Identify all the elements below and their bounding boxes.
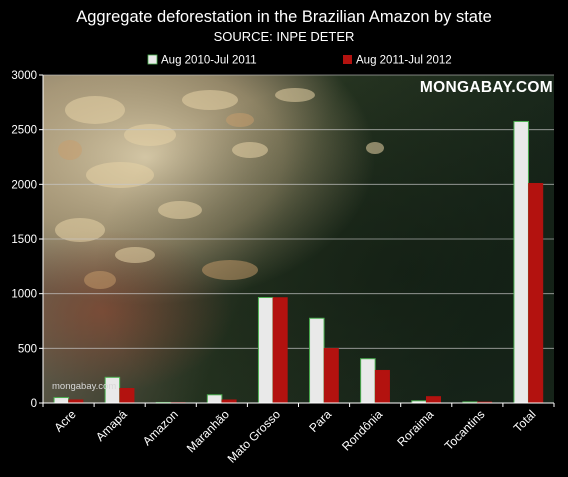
y-tick-label: 3000 xyxy=(11,70,37,82)
x-tick-label: Total xyxy=(511,407,539,435)
legend-swatch-2011-2012 xyxy=(343,55,352,64)
bar-2011-2012-9 xyxy=(528,182,544,404)
bars xyxy=(53,120,544,404)
x-tick-label: Rondônia xyxy=(339,407,385,453)
bar-2010-2011-3 xyxy=(206,394,223,404)
y-tick-label: 500 xyxy=(18,343,37,355)
bar-2010-2011-6 xyxy=(360,358,376,404)
bar-2011-2012-6 xyxy=(374,369,390,404)
bar-2010-2011-9 xyxy=(513,120,529,404)
x-tick-label: Roraima xyxy=(394,407,436,449)
x-tick-label: Maranhão xyxy=(184,407,232,455)
bar-2010-2011-0 xyxy=(53,397,70,404)
y-tick-label: 2500 xyxy=(11,125,37,137)
y-tick-label: 1000 xyxy=(11,289,37,301)
photo-credit: mongabay.com xyxy=(52,381,116,392)
gridlines xyxy=(43,74,554,349)
y-tick-label: 0 xyxy=(31,398,37,410)
y-tick-label: 1500 xyxy=(11,234,37,246)
y-tick-label: 2000 xyxy=(11,179,37,191)
mongabay-watermark: MONGABAY.COM xyxy=(420,79,553,96)
x-tick-label: Mato Grosso xyxy=(225,407,284,466)
bar-2010-2011-4 xyxy=(257,296,274,404)
x-tick-label: Amapá xyxy=(93,407,130,444)
bar-2011-2012-1 xyxy=(119,387,135,404)
x-tick-label: Acre xyxy=(51,407,79,435)
legend-label-2010-2011: Aug 2010-Jul 2011 xyxy=(161,55,257,67)
y-axis: 0 500 1000 1500 2000 2500 3000 xyxy=(11,70,44,410)
x-tick-label: Amazon xyxy=(140,407,181,448)
chart-subtitle: SOURCE: INPE DETER xyxy=(214,29,355,44)
bar-2011-2012-4 xyxy=(272,297,288,404)
bar-2011-2012-7 xyxy=(426,396,441,404)
legend-swatch-2010-2011 xyxy=(147,54,158,65)
legend-label-2011-2012: Aug 2011-Jul 2012 xyxy=(356,55,452,67)
legend: Aug 2010-Jul 2011 Aug 2011-Jul 2012 xyxy=(147,54,452,67)
x-tick-label: Para xyxy=(306,407,334,435)
x-tick-label: Tocantins xyxy=(442,407,488,453)
bar-2011-2012-5 xyxy=(323,348,339,404)
chart-title: Aggregate deforestation in the Brazilian… xyxy=(76,8,492,26)
bar-2010-2011-5 xyxy=(309,317,325,404)
